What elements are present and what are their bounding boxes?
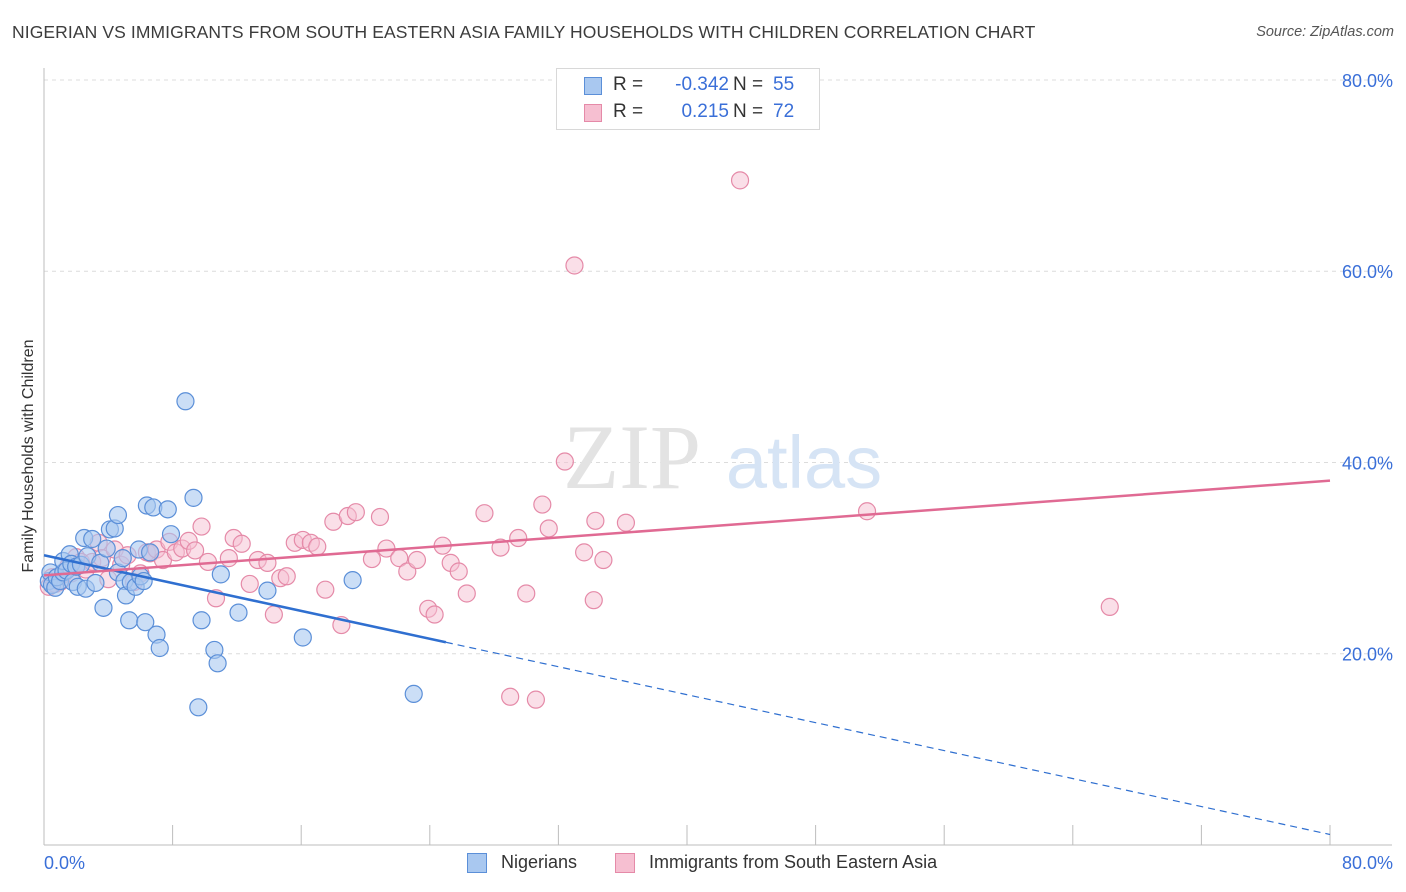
immigrants-point: [555, 452, 574, 471]
x-tick-label: 0.0%: [44, 853, 85, 873]
immigrants-point: [575, 543, 594, 562]
nigerians-swatch: [584, 77, 602, 95]
nigerians-point: [120, 611, 139, 630]
x-tick-label: 80.0%: [1342, 853, 1393, 873]
nigerians-trend-dashed: [445, 641, 1331, 836]
nigerians-point: [97, 539, 116, 558]
immigrants-trend-line: [43, 479, 1331, 577]
immigrants-point: [526, 690, 545, 709]
immigrants-point: [277, 567, 296, 586]
immigrants-point: [857, 502, 877, 521]
nigerians-point: [229, 603, 248, 622]
legend-label: Nigerians: [501, 852, 578, 872]
nigerians-point: [113, 549, 132, 568]
immigrants-point: [1100, 597, 1119, 616]
y-tick-label: 80.0%: [1342, 71, 1393, 91]
y-tick-label: 60.0%: [1342, 262, 1393, 282]
nigerians-point: [161, 525, 181, 544]
nigerians-point: [189, 698, 208, 717]
n-label: N =: [733, 101, 764, 122]
legend-label: Immigrants from South Eastern Asia: [649, 852, 938, 872]
immigrants-point: [565, 256, 584, 275]
source-label: Source: ZipAtlas.com: [1256, 24, 1394, 40]
immigrants-point: [240, 574, 259, 594]
immigrants-point: [501, 687, 520, 706]
immigrants-point: [264, 605, 283, 624]
correlation-legend: R = -0.342 N = 55 R = 0.215 N = 72: [556, 68, 820, 130]
y-tick-label: 20.0%: [1342, 645, 1393, 665]
watermark-atlas: atlas: [726, 421, 882, 504]
immigrants-point: [449, 562, 468, 581]
gridlines: [44, 79, 1392, 655]
nigerians-point: [136, 613, 155, 632]
immigrants-legend-swatch: [615, 853, 635, 873]
immigrants-point: [186, 541, 205, 560]
n-value: 55: [773, 74, 795, 95]
immigrants-point: [425, 605, 444, 624]
nigerians-point: [343, 571, 362, 590]
chart-title: NIGERIAN VS IMMIGRANTS FROM SOUTH EASTER…: [12, 22, 1036, 42]
immigrants-point: [258, 553, 277, 572]
tick-labels: 20.0% 40.0% 60.0% 80.0% 0.0% 80.0%: [44, 71, 1393, 873]
r-value: -0.342: [675, 74, 729, 95]
nigerians-point: [192, 611, 211, 630]
immigrants-point: [192, 517, 211, 536]
nigerians-point: [176, 392, 195, 411]
immigrants-point: [517, 584, 536, 603]
nigerians-point: [211, 565, 230, 584]
n-label: N =: [733, 74, 764, 95]
immigrants-point: [316, 580, 335, 599]
n-value: 72: [773, 101, 795, 122]
immigrants-point: [457, 584, 476, 603]
immigrants-swatch: [584, 104, 602, 122]
nigerians-point: [86, 573, 105, 593]
nigerians-point: [184, 488, 203, 507]
nigerians-point: [404, 684, 423, 704]
r-label: R =: [613, 101, 644, 122]
watermark: ZIP atlas: [563, 406, 882, 508]
nigerians-point: [208, 654, 227, 673]
immigrants-point: [370, 507, 390, 527]
nigerians-point: [150, 638, 169, 658]
immigrants-point: [491, 538, 510, 557]
r-label: R =: [613, 74, 644, 95]
immigrants-point: [584, 591, 603, 610]
immigrants-point: [586, 511, 605, 530]
immigrants-point: [407, 550, 427, 570]
immigrants-point: [509, 528, 528, 548]
immigrants-point: [346, 503, 365, 522]
immigrants-point: [362, 549, 382, 569]
immigrants-point: [616, 513, 636, 532]
immigrants-point: [730, 171, 750, 190]
nigerians-point: [108, 505, 128, 525]
nigerians-point: [293, 628, 312, 647]
watermark-zip: ZIP: [563, 406, 701, 508]
axes: [43, 68, 1392, 846]
y-axis-label: Family Households with Children: [20, 340, 37, 573]
trend-lines: [43, 479, 1331, 836]
immigrants-point: [219, 549, 238, 568]
nigerians-point: [83, 529, 102, 549]
immigrants-point: [539, 519, 558, 538]
y-tick-label: 40.0%: [1342, 453, 1393, 473]
immigrants-point: [308, 537, 327, 556]
immigrants-point: [594, 550, 613, 570]
nigerians-point: [94, 598, 113, 617]
nigerians-point: [258, 581, 277, 600]
nigerians-point: [140, 543, 160, 562]
nigerians-legend-swatch: [467, 853, 487, 873]
r-value: 0.215: [681, 101, 729, 122]
immigrants-point: [475, 504, 494, 523]
immigrants-point: [232, 534, 251, 553]
series-nigerians: [39, 392, 423, 717]
immigrants-point: [533, 495, 552, 514]
nigerians-trend-line: [43, 554, 447, 644]
nigerians-point: [158, 500, 177, 519]
